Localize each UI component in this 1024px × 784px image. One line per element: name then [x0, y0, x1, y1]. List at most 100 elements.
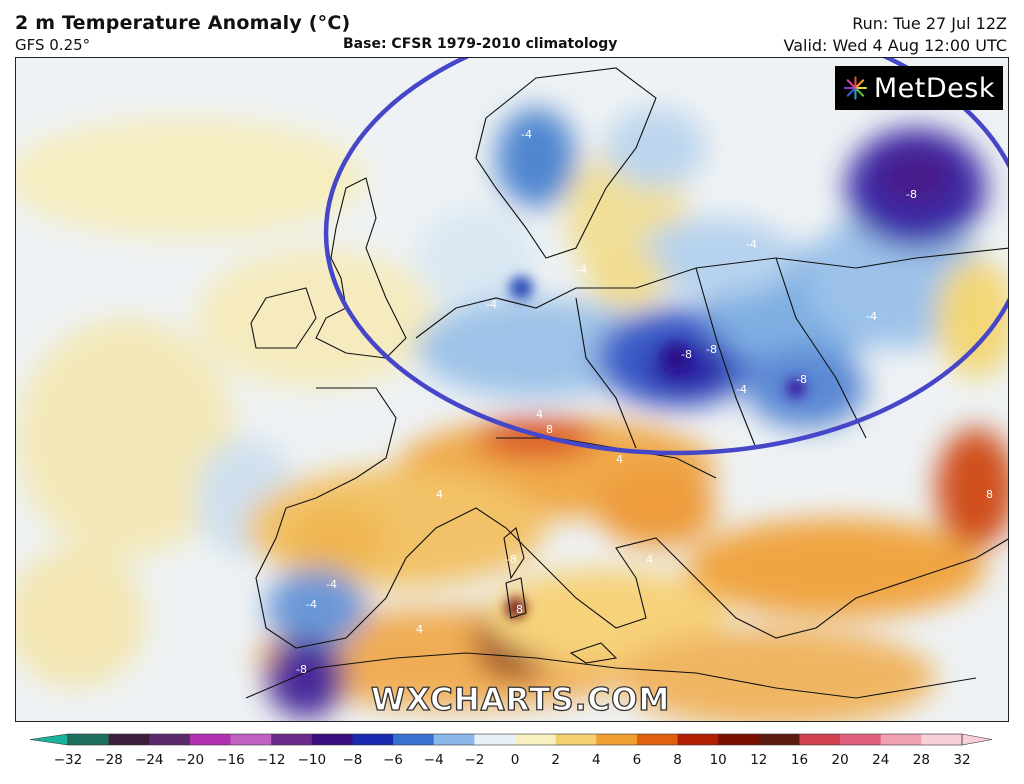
colorbar-tick-label: −6	[383, 752, 403, 768]
colorbar-tick-label: −10	[298, 752, 327, 768]
starburst-icon	[843, 76, 868, 100]
contour-label: -4	[746, 238, 757, 251]
colorbar-swatch	[68, 734, 110, 745]
model-label: GFS 0.25°	[15, 36, 91, 54]
colorbar-tick-label: −28	[94, 752, 123, 768]
contour-label: -4	[306, 598, 317, 611]
contour-label: -8	[706, 343, 717, 356]
sardinia-outline	[505, 577, 527, 619]
colorbar-swatch	[840, 734, 882, 745]
scandinavia-outline	[475, 67, 657, 259]
colorbar-swatch	[799, 734, 841, 745]
contour-label: -4	[486, 298, 497, 311]
colorbar-swatch	[515, 734, 557, 745]
northern-coast	[415, 247, 1008, 339]
colorbar-swatch	[189, 734, 232, 745]
contour-label: -8	[796, 373, 807, 386]
colorbar-tick-label: 28	[913, 752, 930, 768]
colorbar-swatches	[29, 733, 993, 746]
logo-text: MetDesk	[873, 72, 995, 104]
anomaly-field	[16, 108, 1008, 721]
colorbar-tick-label: 0	[511, 752, 520, 768]
colorbar-tick-label: 32	[953, 752, 970, 768]
colorbar-tick-label: −20	[176, 752, 205, 768]
colorbar-tick-label: −4	[424, 752, 444, 768]
colorbar-tick-label: −16	[216, 752, 245, 768]
contour-label: -4	[866, 310, 877, 323]
run-time-label: Run: Tue 27 Jul 12Z	[852, 14, 1007, 33]
colorbar-swatch	[758, 734, 800, 745]
colorbar-swatch	[108, 734, 150, 745]
colorbar-swatch	[921, 734, 963, 745]
polish-border	[695, 267, 757, 449]
colorbar-swatch	[393, 734, 435, 745]
contour-label: -8	[296, 663, 307, 676]
contour-label: -4	[521, 128, 532, 141]
colorbar-tick-label: 20	[831, 752, 848, 768]
german-border	[575, 297, 637, 449]
colorbar-border	[67, 733, 963, 746]
colorbar-swatch	[677, 734, 719, 745]
corsica-outline	[503, 527, 525, 580]
contour-label: -8	[506, 553, 517, 566]
contour-label: -4	[326, 578, 337, 591]
colorbar-swatch	[230, 734, 272, 745]
mediterranean-north-coast	[255, 387, 1008, 649]
contour-label: 4	[616, 453, 623, 466]
colorbar-tick-label: −2	[464, 752, 484, 768]
colorbar-tick-label: 8	[673, 752, 682, 768]
contour-label: 4	[436, 488, 443, 501]
great-britain-outline	[315, 177, 407, 359]
colorbar-tick-label: 12	[750, 752, 767, 768]
contour-label: -8	[681, 348, 692, 361]
colorbar-tick-label: −24	[135, 752, 164, 768]
colorbar-swatch	[555, 734, 597, 745]
colorbar-swatch	[880, 734, 922, 745]
watermark: WXCHARTS.COM	[370, 681, 671, 718]
contour-label: 4	[646, 553, 653, 566]
valid-time-label: Valid: Wed 4 Aug 12:00 UTC	[783, 36, 1007, 55]
anomaly-detail	[506, 276, 806, 618]
colorbar-swatch	[311, 734, 353, 745]
colorbar-swatch	[271, 734, 313, 745]
ireland-outline	[250, 287, 317, 349]
contour-label: 4	[416, 623, 423, 636]
eastern-border	[775, 257, 867, 439]
north-africa-coast	[245, 652, 977, 699]
colorbar-tick-label: 4	[592, 752, 601, 768]
colorbar-swatch	[433, 734, 475, 745]
contour-label: -4	[736, 383, 747, 396]
colorbar-tick-label: −12	[257, 752, 286, 768]
colorbar-arrow-left	[29, 733, 69, 746]
chart-title: 2 m Temperature Anomaly (°C)	[15, 12, 351, 34]
highlight-ellipse	[323, 58, 1008, 456]
contour-label: -8	[906, 188, 917, 201]
colorbar-tick-label: 24	[872, 752, 889, 768]
colorbar-tick-label: 16	[791, 752, 808, 768]
contour-label: 4	[536, 408, 543, 421]
colorbar-arrow-right	[961, 733, 993, 746]
colorbar-tick-label: −32	[54, 752, 83, 768]
anomaly-map[interactable]: -4 -4 -4 -4 -8 -8 -8 -8 -4 4 4 8 4 -4 -4 -8 4 8 -8 4 -4 8 Met…	[15, 57, 1009, 722]
colorbar: −32 −28 −24 −20 −16 −12 −10 −8 −6 −4 −2 0 2 4 6 8 10 12 16…	[29, 733, 993, 768]
sicily-outline	[569, 642, 618, 664]
contour-label: 8	[516, 603, 523, 616]
colorbar-swatch	[149, 734, 191, 745]
contour-label: 8	[986, 488, 993, 501]
colorbar-tick-label: −8	[343, 752, 363, 768]
colorbar-swatch	[474, 734, 516, 745]
colorbar-ticks: −32 −28 −24 −20 −16 −12 −10 −8 −6 −4 −2 0 2 4 6 8 10 12 16…	[54, 752, 971, 768]
colorbar-swatch	[352, 734, 394, 745]
contour-label: 8	[546, 423, 553, 436]
contour-label: -4	[576, 263, 587, 276]
colorbar-tick-label: 2	[551, 752, 560, 768]
colorbar-swatch	[596, 734, 638, 745]
colorbar-swatch	[636, 734, 679, 745]
metdesk-logo: MetDesk	[835, 66, 1003, 110]
climatology-base-label: Base: CFSR 1979-2010 climatology	[343, 36, 618, 52]
colorbar-swatch	[718, 734, 760, 745]
colorbar-tick-label: 6	[633, 752, 642, 768]
colorbar-tick-label: 10	[710, 752, 727, 768]
